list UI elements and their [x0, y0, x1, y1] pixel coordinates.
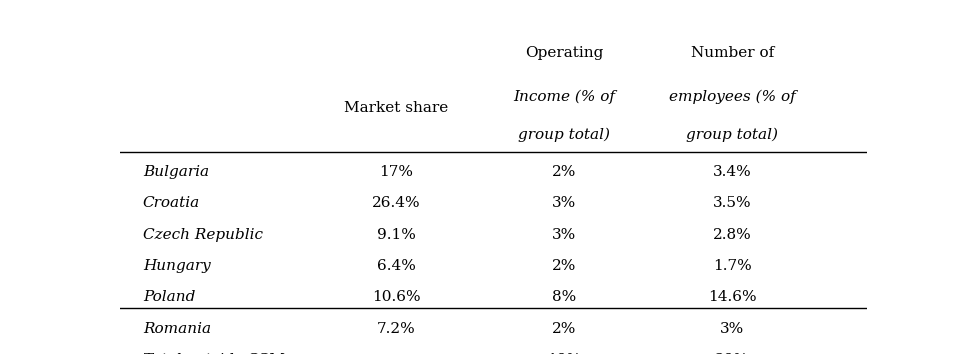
Text: 29%: 29%	[716, 353, 749, 354]
Text: Number of: Number of	[690, 46, 774, 61]
Text: 3.4%: 3.4%	[713, 165, 752, 179]
Text: 2.8%: 2.8%	[713, 228, 752, 242]
Text: 7.2%: 7.2%	[377, 322, 416, 336]
Text: 6.4%: 6.4%	[377, 259, 416, 273]
Text: Total outside SSM: Total outside SSM	[143, 353, 284, 354]
Text: 2%: 2%	[552, 322, 577, 336]
Text: group total): group total)	[687, 128, 778, 142]
Text: 17%: 17%	[379, 165, 413, 179]
Text: Czech Republic: Czech Republic	[143, 228, 263, 242]
Text: employees (% of: employees (% of	[669, 90, 795, 104]
Text: 14.6%: 14.6%	[708, 290, 757, 304]
Text: 26.4%: 26.4%	[373, 196, 421, 210]
Text: 3%: 3%	[553, 196, 577, 210]
Text: Market share: Market share	[345, 101, 449, 115]
Text: Poland: Poland	[143, 290, 195, 304]
Text: 2%: 2%	[552, 259, 577, 273]
Text: 8%: 8%	[553, 290, 577, 304]
Text: Croatia: Croatia	[143, 196, 200, 210]
Text: 19%: 19%	[547, 353, 582, 354]
Text: Operating: Operating	[525, 46, 604, 61]
Text: group total): group total)	[518, 128, 611, 142]
Text: Bulgaria: Bulgaria	[143, 165, 209, 179]
Text: 3.5%: 3.5%	[713, 196, 752, 210]
Text: 10.6%: 10.6%	[373, 290, 421, 304]
Text: Income (% of: Income (% of	[513, 90, 615, 104]
Text: 3%: 3%	[553, 228, 577, 242]
Text: Hungary: Hungary	[143, 259, 211, 273]
Text: 9.1%: 9.1%	[377, 228, 416, 242]
Text: Romania: Romania	[143, 322, 211, 336]
Text: 3%: 3%	[720, 322, 744, 336]
Text: 2%: 2%	[552, 165, 577, 179]
Text: 1.7%: 1.7%	[713, 259, 752, 273]
